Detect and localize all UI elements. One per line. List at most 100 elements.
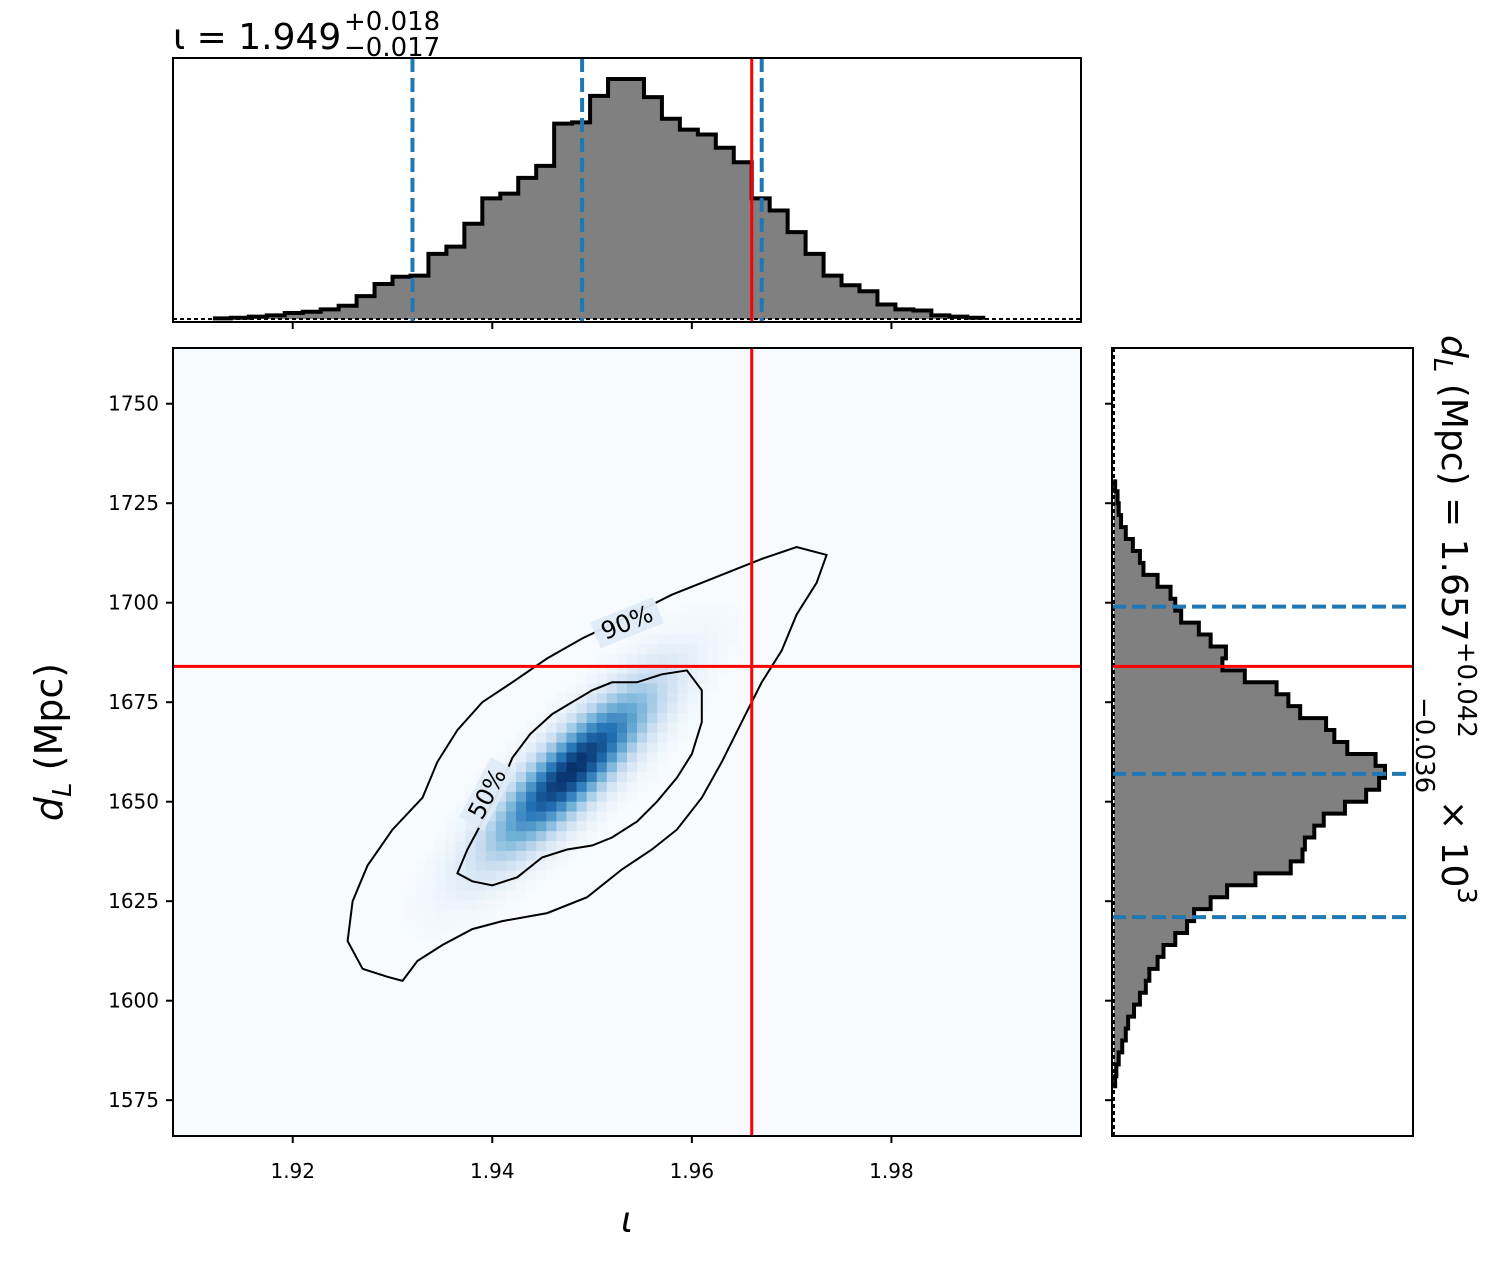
density-cell (526, 801, 537, 812)
density-cell (647, 712, 658, 723)
density-cell (657, 761, 668, 773)
right-histogram-frame (1111, 347, 1414, 1137)
density-cell (546, 860, 557, 871)
density-cell (687, 604, 699, 615)
density-cell (445, 889, 457, 901)
density-cell (637, 712, 648, 723)
density-cell (556, 791, 568, 802)
top-histogram-outline (212, 77, 986, 321)
density-cell (536, 801, 547, 812)
density-cell (435, 860, 446, 871)
density-cell (657, 702, 668, 714)
density-cell (596, 810, 608, 822)
density-cell (556, 860, 568, 871)
density-cell (606, 722, 618, 733)
density-cell (657, 623, 668, 635)
density-cell (616, 781, 628, 792)
density-cell (596, 781, 608, 792)
density-cell (465, 840, 477, 851)
density-cell (455, 820, 467, 832)
density-cell (516, 801, 527, 812)
density-cell (637, 742, 648, 753)
density-cell (606, 663, 618, 674)
density-cell (435, 840, 446, 851)
density-cell (717, 643, 729, 654)
density-cell (657, 742, 668, 753)
density-cell (455, 801, 467, 812)
density-cell (667, 633, 679, 645)
density-cell (687, 613, 699, 625)
density-cell (616, 791, 628, 802)
density-cell (546, 732, 557, 743)
density-cell (596, 801, 608, 812)
density-cell (596, 820, 608, 832)
right-title-sub: −0.036 (1409, 697, 1439, 793)
density-cell (637, 702, 648, 714)
density-cell (536, 742, 547, 753)
density-cell (556, 820, 568, 832)
density-cell (495, 899, 507, 911)
density-cell (546, 761, 557, 773)
density-cell (727, 623, 739, 635)
right-title-scale: × 103 (1433, 800, 1481, 904)
density-cell (627, 761, 638, 773)
density-cell (566, 702, 578, 714)
density-cell (445, 820, 457, 832)
density-cell (415, 870, 426, 881)
density-cell (516, 870, 527, 881)
density-cell (546, 850, 557, 861)
density-cell (576, 761, 588, 773)
density-cell (677, 682, 689, 694)
density-cell (606, 791, 618, 802)
density-cell (556, 751, 568, 763)
density-cell (445, 840, 457, 851)
y-axis-label: dL (Mpc) (27, 663, 78, 821)
density-cell (536, 712, 547, 723)
density-cell (445, 879, 457, 891)
density-cell (445, 929, 457, 940)
density-cell (566, 712, 578, 723)
density-cell (687, 663, 699, 674)
density-cell (526, 879, 537, 891)
density-cell (697, 673, 709, 684)
density-cell (556, 830, 568, 842)
density-cell (637, 663, 648, 674)
density-cell (586, 830, 598, 842)
density-cell (596, 712, 608, 723)
density-cell (556, 810, 568, 822)
density-cell (586, 810, 598, 822)
density-cell (536, 732, 547, 743)
density-cell (647, 742, 658, 753)
density-cell (677, 613, 689, 625)
density-cell (717, 663, 729, 674)
y-tick-label: 1650 (108, 790, 159, 814)
density-cell (586, 682, 598, 694)
density-cell (526, 840, 537, 851)
density-cell (546, 810, 557, 822)
density-cell (627, 692, 638, 704)
density-cell (405, 909, 416, 920)
density-cell (657, 732, 668, 743)
density-cell (606, 692, 618, 704)
density-cell (516, 761, 527, 773)
y-tick-label: 1750 (108, 392, 159, 416)
density-cell (536, 870, 547, 881)
density-cell (445, 850, 457, 861)
density-cell (576, 712, 588, 723)
density-cell (516, 771, 527, 782)
density-cell (505, 879, 517, 891)
density-cell (556, 761, 568, 773)
density-cell (485, 840, 497, 851)
density-cell (606, 653, 618, 664)
density-cell (677, 692, 689, 704)
density-cell (415, 919, 426, 930)
density-cell (505, 781, 517, 792)
density-cell (637, 653, 648, 664)
density-cell (616, 751, 628, 763)
density-cell (516, 860, 527, 871)
density-cell (697, 633, 709, 645)
top-histogram-title: ι = 1.949 (173, 17, 341, 58)
density-cell (495, 830, 507, 842)
density-cell (505, 830, 517, 842)
density-cell (667, 623, 679, 635)
